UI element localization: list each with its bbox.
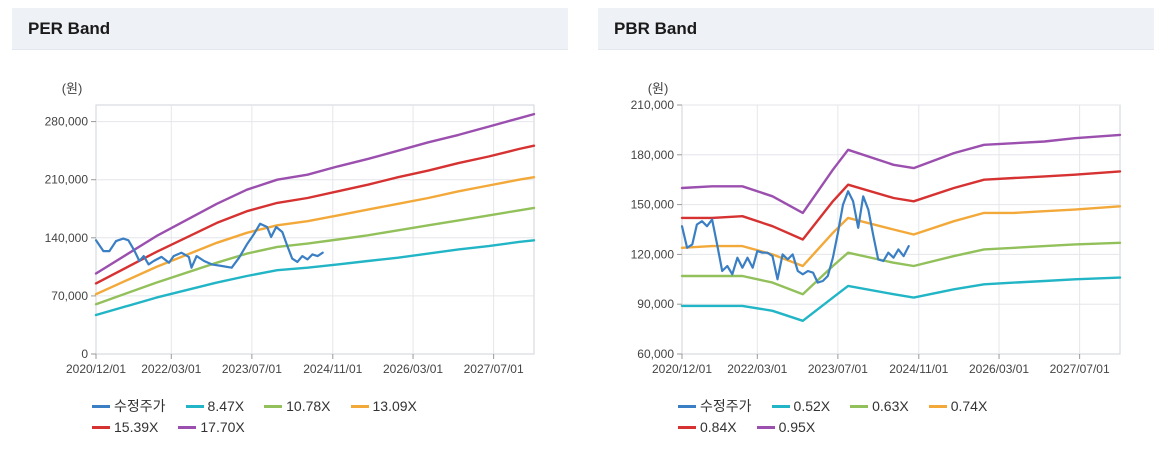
panel-title: PER Band: [12, 8, 568, 50]
legend-swatch: [185, 404, 204, 408]
y-tick-label: 90,000: [637, 297, 674, 311]
x-tick-label: 2027/07/01: [1050, 362, 1110, 376]
legend-row: 15.39X 17.70X: [92, 417, 552, 438]
pbr-band-panel: PBR Band 60,000 90,000 120,000 150,000 180,0…: [598, 8, 1154, 452]
per-band-chart: 0 70,000 140,000 210,000 280,000 2020/12/01 20…: [45, 81, 536, 376]
legend-label: 10.78X: [286, 398, 331, 414]
legend-label: 0.52X: [793, 398, 831, 414]
legend-swatch: [850, 404, 869, 408]
y-tick-label: 180,000: [631, 148, 675, 162]
legend-swatch: [92, 425, 110, 429]
legend-swatch: [756, 425, 775, 429]
legend-label: 0.84X: [700, 419, 737, 435]
series-line-17.70X: [94, 112, 536, 275]
pbr-band-legend: 수정주가 0.52X 0.63X 0.74X 0.84X 0.95X: [678, 396, 1138, 438]
panel-title: PBR Band: [598, 8, 1154, 50]
legend-item[interactable]: 0.95X: [756, 417, 816, 438]
legend-item[interactable]: 0.74X: [928, 396, 988, 417]
x-tick-label: 2026/03/01: [969, 362, 1029, 376]
x-tick-label: 2026/03/01: [383, 362, 443, 376]
y-tick-label: 210,000: [631, 98, 675, 112]
series-line-0.52X: [680, 276, 1122, 322]
x-tick-label: 2024/11/01: [889, 362, 948, 376]
series-line-8.47X: [94, 239, 536, 317]
series-line-15.39X: [94, 144, 536, 285]
x-tick-label: 2022/03/01: [141, 362, 201, 376]
x-tick-label: 2024/11/01: [303, 362, 362, 376]
legend-label: 0.74X: [950, 398, 988, 414]
legend-label: 13.09X: [372, 398, 417, 414]
y-tick-label: 70,000: [51, 289, 88, 303]
y-tick-label: 150,000: [631, 198, 675, 212]
legend-label: 15.39X: [114, 419, 159, 435]
x-tick-label: 2022/03/01: [727, 362, 787, 376]
plot-area: [681, 104, 1121, 355]
legend-label: 8.47X: [207, 398, 245, 414]
x-tick-label: 2023/07/01: [222, 362, 282, 376]
legend-item[interactable]: 0.84X: [678, 417, 737, 438]
series-line-0.74X: [680, 205, 1122, 268]
y-tick-label: 140,000: [45, 231, 89, 245]
legend-swatch: [928, 404, 947, 408]
y-tick-label: 0: [81, 347, 88, 361]
plot-area: [95, 104, 535, 355]
legend-swatch: [678, 404, 696, 408]
series-line-0.95X: [680, 133, 1122, 215]
y-tick-label: 60,000: [637, 347, 674, 361]
series-line-수정주가: [680, 190, 910, 284]
legend-item[interactable]: 13.09X: [350, 396, 417, 417]
series-line-0.84X: [680, 170, 1122, 241]
legend-label: 17.70X: [200, 419, 245, 435]
per-band-legend: 수정주가 8.47X 10.78X 13.09X 15.39X 17.70X: [92, 396, 552, 438]
y-tick-label: 280,000: [45, 115, 89, 129]
series-line-0.63X: [680, 241, 1122, 296]
x-tick-label: 2020/12/01: [66, 362, 126, 376]
legend-row: 수정주가 0.52X 0.63X 0.74X: [678, 396, 1138, 417]
legend-item[interactable]: 10.78X: [264, 396, 331, 417]
legend-swatch: [92, 404, 110, 408]
legend-label: 수정주가: [700, 398, 752, 414]
legend-item[interactable]: 17.70X: [178, 417, 245, 438]
legend-label: 수정주가: [114, 398, 166, 414]
legend-swatch: [178, 425, 197, 429]
legend-swatch: [350, 404, 369, 408]
x-tick-label: 2023/07/01: [808, 362, 868, 376]
legend-row: 0.84X 0.95X: [678, 417, 1138, 438]
legend-swatch: [264, 404, 283, 408]
legend-item[interactable]: 15.39X: [92, 417, 158, 438]
legend-swatch: [771, 404, 790, 408]
legend-label: 0.63X: [872, 398, 909, 414]
legend-item[interactable]: 8.47X: [185, 396, 245, 417]
legend-item[interactable]: 0.52X: [771, 396, 831, 417]
x-tick-label: 2020/12/01: [652, 362, 712, 376]
series-line-13.09X: [94, 175, 536, 296]
y-unit-label: (원): [648, 81, 669, 96]
legend-item[interactable]: 0.63X: [850, 396, 909, 417]
legend-item[interactable]: 수정주가: [678, 396, 752, 417]
legend-label: 0.95X: [778, 419, 816, 435]
y-tick-label: 210,000: [45, 173, 89, 187]
y-tick-label: 120,000: [631, 247, 675, 261]
legend-item[interactable]: 수정주가: [92, 396, 166, 417]
legend-swatch: [678, 425, 696, 429]
pbr-band-chart: 60,000 90,000 120,000 150,000 180,000 210,000…: [631, 81, 1122, 376]
per-band-panel: PER Band 0 70,000 140,000 210,000 280,000 202…: [12, 8, 568, 452]
legend-row: 수정주가 8.47X 10.78X 13.09X: [92, 396, 552, 417]
x-tick-label: 2027/07/01: [464, 362, 524, 376]
y-unit-label: (원): [62, 81, 83, 96]
series-line-10.78X: [94, 206, 536, 306]
series-line-수정주가: [94, 222, 324, 269]
